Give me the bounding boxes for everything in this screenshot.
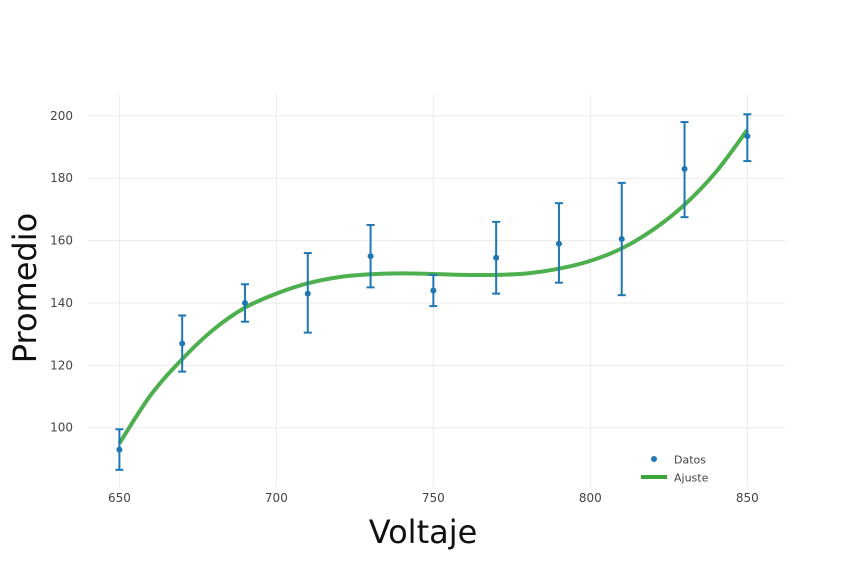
x-tick-label: 850	[736, 491, 759, 505]
data-point	[681, 165, 688, 172]
legend: Datos Ajuste	[641, 454, 709, 485]
y-tick-labels: 100 120 140 160 180 200	[50, 109, 73, 435]
y-tick-label: 140	[50, 296, 73, 310]
data-point	[430, 287, 437, 294]
x-tick-label: 700	[265, 491, 288, 505]
y-tick-label: 160	[50, 234, 73, 248]
data-point	[116, 446, 123, 453]
y-axis-title: Promedio	[6, 213, 44, 363]
y-tick-label: 180	[50, 171, 73, 185]
grid-lines	[88, 94, 785, 487]
data-point	[179, 340, 186, 347]
x-tick-label: 750	[422, 491, 445, 505]
y-tick-label: 200	[50, 109, 73, 123]
data-point	[304, 290, 311, 297]
legend-label-datos: Datos	[674, 454, 706, 467]
x-axis-title: Voltaje	[369, 513, 478, 551]
data-points	[116, 133, 751, 453]
data-point	[493, 254, 500, 261]
x-tick-labels: 650 700 750 800 850	[108, 491, 759, 505]
data-point	[744, 133, 751, 140]
y-tick-label: 100	[50, 421, 73, 435]
data-point	[367, 253, 374, 260]
x-tick-label: 800	[579, 491, 602, 505]
data-point	[618, 236, 625, 243]
data-point	[555, 240, 562, 247]
legend-label-ajuste: Ajuste	[674, 472, 709, 485]
x-tick-label: 650	[108, 491, 131, 505]
legend-point-marker	[651, 456, 657, 462]
data-point	[241, 299, 248, 306]
y-tick-label: 120	[50, 358, 73, 372]
